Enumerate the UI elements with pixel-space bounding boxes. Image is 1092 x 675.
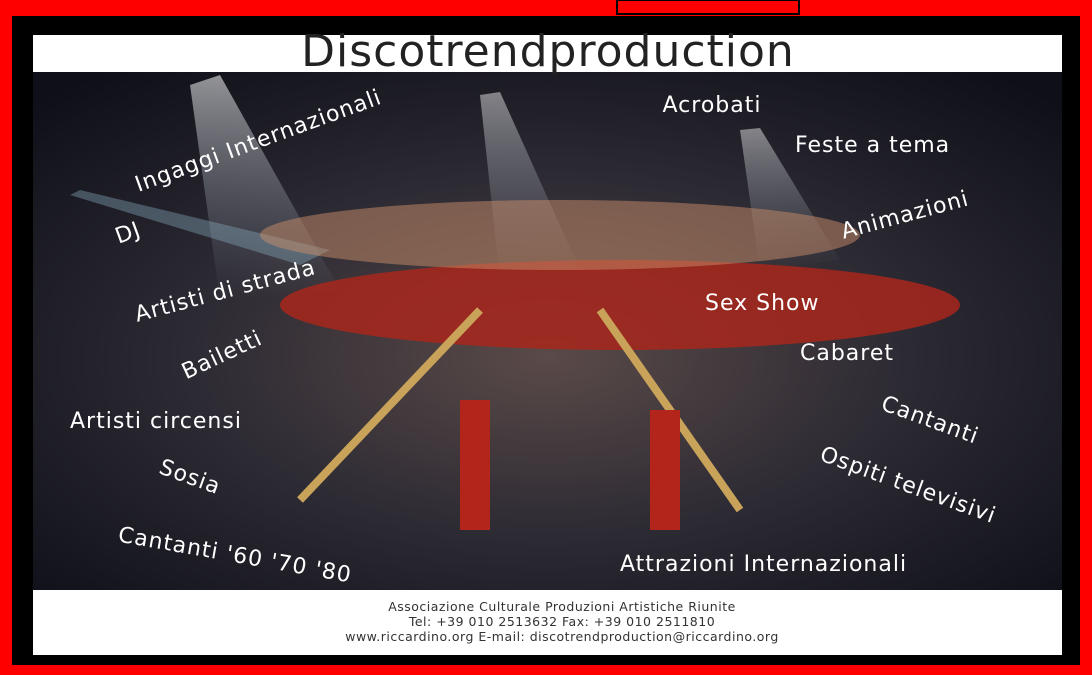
footer-line: www.riccardino.org E-mail: discotrendpro…	[345, 629, 779, 644]
service: Cabaret	[800, 341, 894, 366]
top-link-box[interactable]	[617, 0, 799, 14]
service: Sex Show	[705, 291, 820, 316]
silk	[460, 400, 490, 530]
page: {"header":{"title":"Discotrendproduction…	[0, 0, 1092, 675]
service: Feste a tema	[795, 133, 950, 158]
service: Artisti circensi	[70, 409, 242, 434]
service: Attrazioni Internazionali	[620, 552, 907, 577]
footer-line: Tel: +39 010 2513632 Fax: +39 010 251181…	[408, 614, 715, 629]
footer-line: Associazione Culturale Produzioni Artist…	[388, 599, 736, 614]
silk	[650, 410, 680, 530]
service: Acrobati	[663, 93, 762, 118]
canopy-top	[260, 200, 860, 270]
poster: Discotrendproduction Ingaggi Internazion…	[0, 0, 1092, 675]
poster-title: Discotrendproduction	[301, 26, 795, 77]
